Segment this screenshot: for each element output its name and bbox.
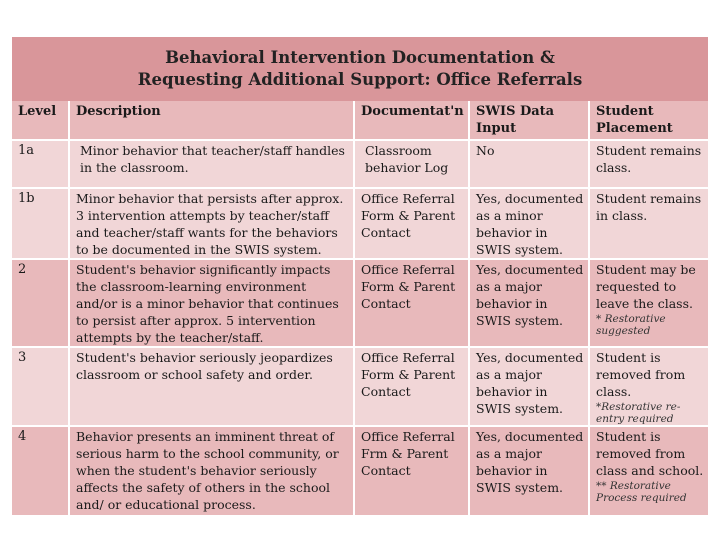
cell-description: Minor behavior that teacher/staff handle… <box>68 139 354 188</box>
title-band: Behavioral Intervention Documentation & … <box>12 37 708 101</box>
cell-level: 1b <box>12 187 69 259</box>
cell-description: Minor behavior that persists after appro… <box>68 187 354 259</box>
header-description: Description <box>68 101 354 140</box>
slide-title-line-2: Requesting Additional Support: Office Re… <box>137 70 583 89</box>
restorative-note: *Restorative re-entry required <box>596 401 681 425</box>
header-swis: SWIS Data Input <box>468 101 589 140</box>
cell-description: Student's behavior significantly impacts… <box>68 258 354 347</box>
cell-description: Student's behavior seriously jeopardizes… <box>68 346 354 426</box>
cell-description: Behavior presents an imminent threat of … <box>68 425 354 515</box>
restorative-note: ** Restorative Process required <box>596 480 687 504</box>
table-row: 4 Behavior presents an imminent threat o… <box>12 425 708 515</box>
table-row: 2 Student's behavior significantly impac… <box>12 258 708 347</box>
header-level: Level <box>18 104 57 119</box>
cell-level: 1a <box>12 139 69 188</box>
referral-table: Level Description Documentat'n SWIS Data… <box>12 101 708 515</box>
table-row: 3 Student's behavior seriously jeopardiz… <box>12 346 708 426</box>
slide: Behavioral Intervention Documentation & … <box>12 37 708 515</box>
cell-placement: Student may be requested to leave the cl… <box>588 258 708 347</box>
placement-text: Student may be requested to leave the cl… <box>596 262 696 311</box>
cell-swis: Yes, documented as a major behavior in S… <box>468 258 589 347</box>
cell-placement: Student remains class. <box>588 139 708 188</box>
header-documentation: Documentat'n <box>353 101 469 140</box>
table-row: 1a Minor behavior that teacher/staff han… <box>12 139 708 188</box>
cell-documentation: Office Referral Frm & Parent Contact <box>353 425 469 515</box>
cell-placement: Student is removed from class and school… <box>588 425 708 515</box>
cell-swis: Yes, documented as a minor behavior in S… <box>468 187 589 259</box>
cell-swis: Yes, documented as a major behavior in S… <box>468 425 589 515</box>
cell-documentation: Office Referral Form & Parent Contact <box>353 258 469 347</box>
cell-documentation: Office Referral Form & Parent Contact <box>353 187 469 259</box>
cell-placement: Student remains in class. <box>588 187 708 259</box>
cell-level: 2 <box>12 258 69 347</box>
cell-swis: Yes, documented as a major behavior in S… <box>468 346 589 426</box>
cell-swis: No <box>468 139 589 188</box>
cell-level: 3 <box>12 346 69 426</box>
cell-level: 4 <box>12 425 69 515</box>
restorative-note: * Restorative suggested <box>596 313 666 337</box>
cell-documentation: Office Referral Form & Parent Contact <box>353 346 469 426</box>
slide-title-line-1: Behavioral Intervention Documentation & <box>165 48 555 67</box>
cell-documentation: Classroom behavior Log <box>353 139 469 188</box>
table-header-row: Level Description Documentat'n SWIS Data… <box>12 101 708 140</box>
table-row: 1b Minor behavior that persists after ap… <box>12 187 708 259</box>
placement-text: Student is removed from class. <box>596 350 686 399</box>
cell-placement: Student is removed from class. *Restorat… <box>588 346 708 426</box>
header-placement: Student Placement <box>588 101 708 140</box>
placement-text: Student is removed from class and school… <box>596 429 704 478</box>
